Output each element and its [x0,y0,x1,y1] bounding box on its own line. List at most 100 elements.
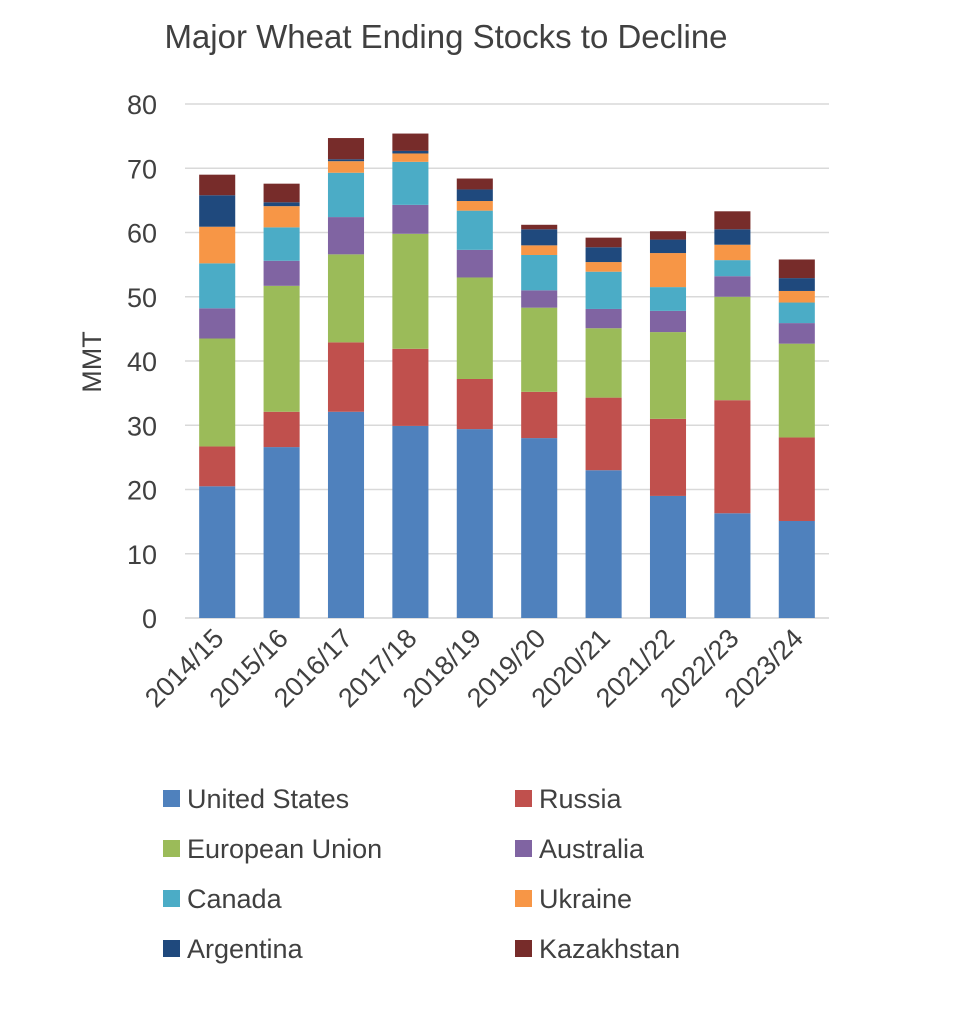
bar-russia-2015-16 [263,411,300,448]
bar-united-states-2018-19 [456,429,493,618]
bar-canada-2017-18 [392,161,429,205]
bar-kazakhstan-2018-19 [456,178,493,190]
bar-russia-2016-17 [327,342,365,412]
bar-ukraine-2015-16 [263,206,300,228]
bar-european-union-2019-20 [521,307,558,392]
bar-united-states-2019-20 [521,438,558,618]
bar-european-union-2017-18 [392,233,429,349]
bar-ukraine-2016-17 [327,161,365,173]
bar-argentina-2021-22 [649,239,687,254]
bar-australia-2015-16 [263,260,300,286]
legend-swatch-european-union [163,840,180,857]
bar-russia-2023-24 [778,437,815,521]
legend-swatch-canada [163,890,180,907]
bar-argentina-2014-15 [199,195,236,227]
bar-argentina-2017-18 [392,150,429,154]
bar-ukraine-2014-15 [199,226,236,264]
bar-european-union-2014-15 [199,338,236,447]
bar-kazakhstan-2019-20 [521,224,558,230]
bar-canada-2018-19 [456,210,493,250]
bar-european-union-2021-22 [649,332,687,419]
y-tick-label-20: 20 [127,476,157,506]
y-axis-title: MMT [77,331,107,392]
y-tick-label-60: 60 [127,219,157,249]
bar-united-states-2022-23 [714,513,751,618]
bar-united-states-2020-21 [585,470,622,618]
bar-australia-2023-24 [778,323,815,344]
legend-label-kazakhstan: Kazakhstan [539,934,680,964]
bar-united-states-2021-22 [649,495,687,618]
bar-canada-2023-24 [778,302,815,324]
y-tick-label-70: 70 [127,154,157,184]
bar-ukraine-2018-19 [456,201,493,211]
y-tick-label-40: 40 [127,347,157,377]
legend-label-australia: Australia [539,834,645,864]
bar-united-states-2014-15 [199,486,236,618]
bar-canada-2015-16 [263,227,300,261]
bar-european-union-2015-16 [263,285,300,412]
bar-united-states-2016-17 [327,411,365,618]
bar-russia-2017-18 [392,348,429,426]
bar-canada-2022-23 [714,260,751,277]
bar-canada-2016-17 [327,172,365,218]
legend: United States Russia European Union Austral… [163,784,680,964]
bar-canada-2020-21 [585,271,622,309]
bar-kazakhstan-2015-16 [263,183,300,203]
bar-canada-2014-15 [199,263,236,309]
bar-russia-2019-20 [521,391,558,439]
bar-argentina-2020-21 [585,247,622,263]
legend-swatch-kazakhstan [515,940,532,957]
bar-ukraine-2022-23 [714,244,751,261]
legend-label-european-union: European Union [187,834,382,864]
bar-russia-2014-15 [199,446,236,487]
bar-russia-2020-21 [585,397,622,471]
y-tick-label-30: 30 [127,411,157,441]
bar-russia-2022-23 [714,400,751,514]
y-axis-ticks: 0 10 20 30 40 50 60 70 80 [127,90,157,634]
legend-swatch-united-states [163,790,180,807]
bar-kazakhstan-2023-24 [778,259,815,279]
bar-australia-2021-22 [649,310,687,333]
bar-australia-2017-18 [392,204,429,234]
bar-united-states-2017-18 [392,425,429,618]
legend-label-canada: Canada [187,884,283,914]
chart-title: Major Wheat Ending Stocks to Decline [164,18,727,55]
y-tick-label-80: 80 [127,90,157,120]
bars [199,133,815,618]
bar-argentina-2019-20 [521,229,558,246]
bar-australia-2020-21 [585,308,622,329]
legend-label-ukraine: Ukraine [539,884,632,914]
bar-ukraine-2023-24 [778,290,815,303]
bar-european-union-2022-23 [714,296,751,401]
legend-label-united-states: United States [187,784,349,814]
bar-argentina-2018-19 [456,189,493,202]
bar-australia-2018-19 [456,249,493,278]
bar-canada-2019-20 [521,254,558,291]
legend-label-argentina: Argentina [187,934,304,964]
bar-argentina-2022-23 [714,229,751,245]
legend-swatch-argentina [163,940,180,957]
bar-european-union-2023-24 [778,343,815,438]
y-tick-label-0: 0 [142,604,157,634]
y-tick-label-10: 10 [127,540,157,570]
bar-ukraine-2020-21 [585,262,622,272]
bar-australia-2022-23 [714,276,751,297]
legend-swatch-australia [515,840,532,857]
x-axis-ticks: 2014/152015/162016/172017/182018/192019/… [139,623,809,713]
bar-kazakhstan-2016-17 [327,138,365,160]
bar-russia-2021-22 [649,418,687,496]
bar-canada-2021-22 [649,287,687,311]
bar-kazakhstan-2017-18 [392,133,429,151]
bar-ukraine-2019-20 [521,245,558,255]
bar-argentina-2023-24 [778,278,815,291]
bar-russia-2018-19 [456,378,493,430]
bar-argentina-2016-17 [327,159,365,162]
bar-united-states-2015-16 [263,447,300,618]
legend-swatch-ukraine [515,890,532,907]
legend-label-russia: Russia [539,784,623,814]
bar-european-union-2020-21 [585,328,622,398]
bar-ukraine-2021-22 [649,253,687,288]
bar-kazakhstan-2021-22 [649,231,687,240]
